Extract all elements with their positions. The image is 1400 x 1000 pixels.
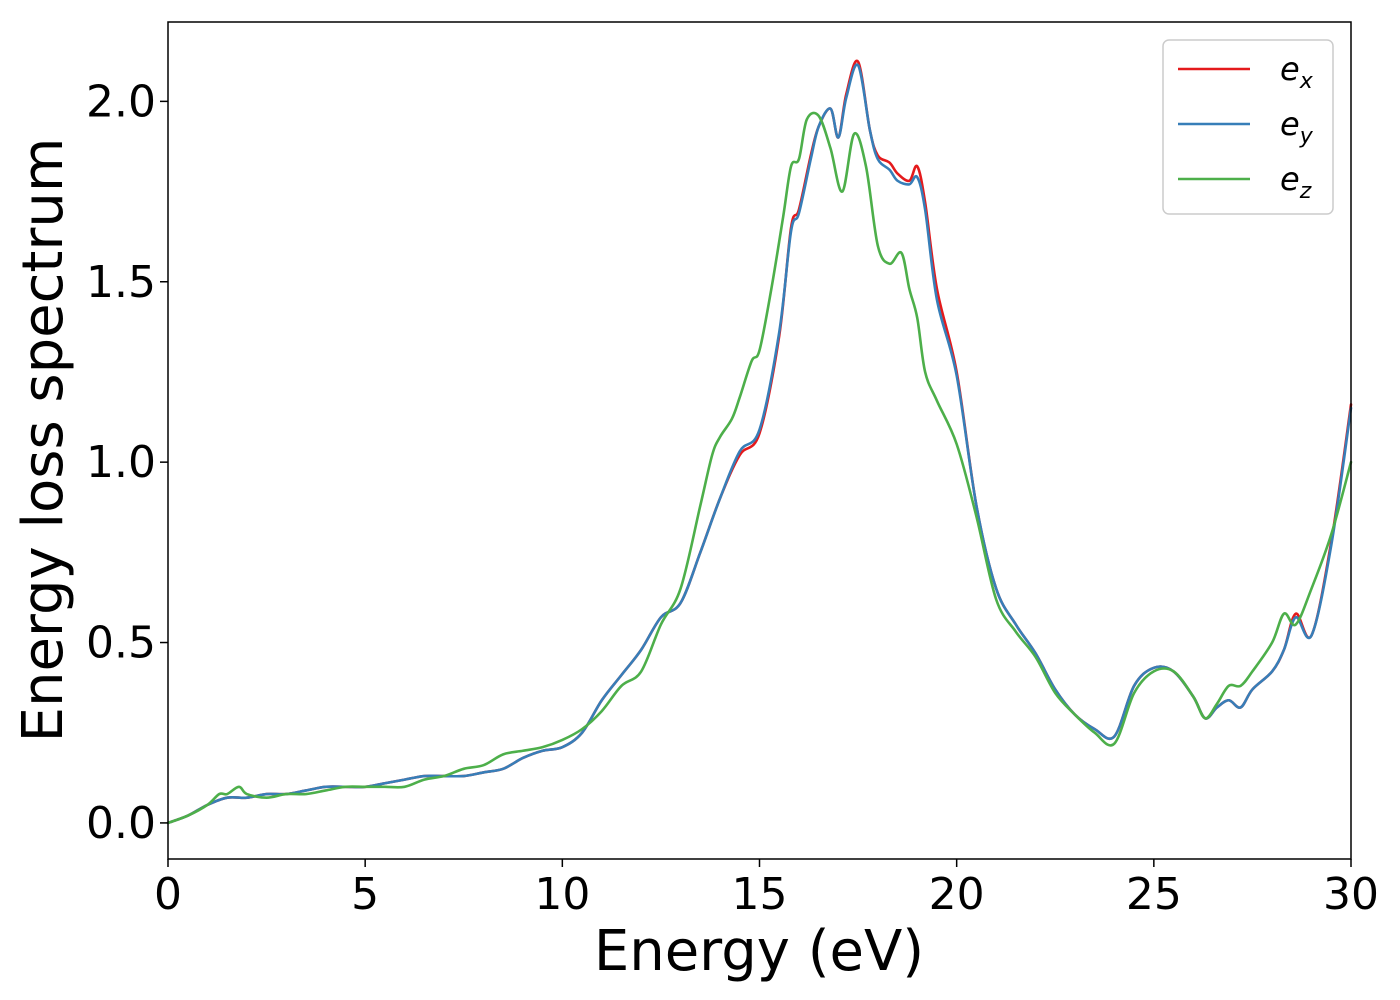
y-tick-label: 1.5 [86,257,156,308]
x-axis-title: Energy (eV) [594,919,924,984]
y-tick-label: 1.0 [86,437,156,488]
series-layer [166,59,1353,825]
y-axis-title: Energy loss spectrum [11,138,76,743]
x-axis: 0 5 10 15 20 25 30 [154,859,1379,920]
x-tick-label: 10 [534,869,590,920]
series-line-z [166,111,1353,825]
legend-label-z: ez [1280,160,1312,204]
legend-box [1162,39,1334,215]
plot-background [168,22,1351,859]
y-tick-label: 2.0 [86,76,156,127]
y-tick-label: 0.0 [86,798,156,849]
legend-label-y: ey [1280,105,1314,149]
x-tick-label: 15 [732,869,788,920]
legend-label-x: ex [1280,50,1314,94]
x-tick-label: 5 [351,869,379,920]
y-axis: 0.0 0.5 1.0 1.5 2.0 [86,76,168,849]
x-tick-label: 25 [1126,869,1182,920]
x-tick-label: 30 [1323,869,1379,920]
y-tick-label: 0.5 [86,618,156,669]
legend: ex ey ez [1162,39,1334,215]
x-tick-label: 20 [929,869,985,920]
x-tick-label: 0 [154,869,182,920]
